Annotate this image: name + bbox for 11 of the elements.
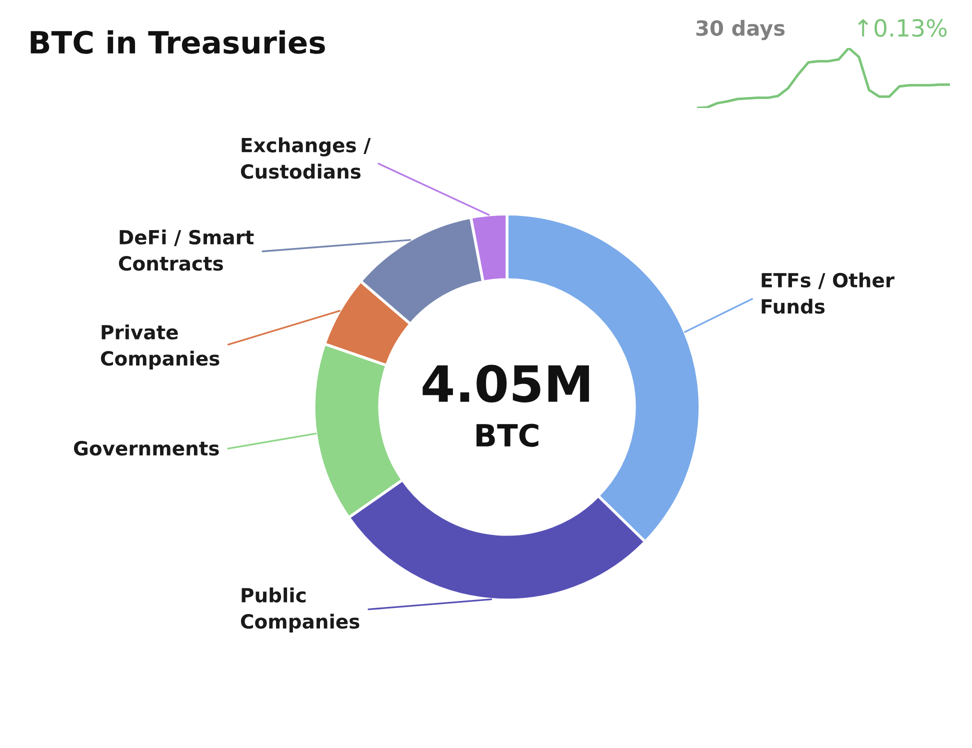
slice-label: Governments (74, 440, 219, 456)
slice-label: Exchanges / Custodians (240, 137, 371, 179)
slice-label: ETFs / Other Funds (762, 272, 894, 314)
text: BTC (476, 424, 538, 447)
chart-title: BTC in Treasuries (30, 30, 325, 54)
text: 4.05M (422, 364, 589, 403)
slice-label: Public Companies (240, 587, 360, 633)
slice-label: Private Companies (100, 324, 220, 370)
text: ↑0.13% (858, 18, 947, 37)
slice-label: DeFi / Smart Contracts (118, 229, 254, 271)
chart-title: 30 days (696, 20, 785, 40)
